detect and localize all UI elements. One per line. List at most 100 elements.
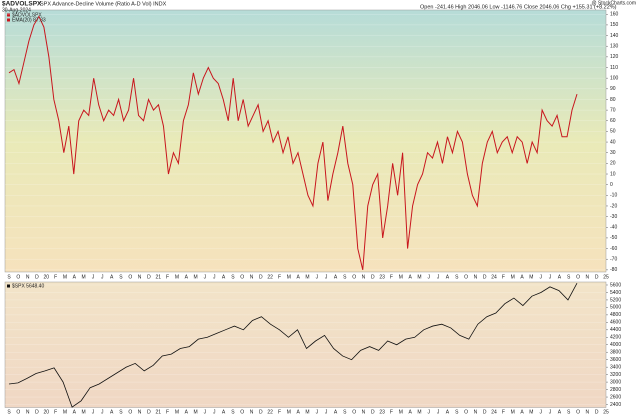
x-tick-label: 23 <box>379 274 385 280</box>
x-tick-label: N <box>586 274 590 280</box>
x-tick-label: D <box>147 274 151 280</box>
y-tick-label: 3000 <box>610 379 621 385</box>
x-tick-label: A <box>73 274 77 280</box>
x-tick-label: 25 <box>603 409 609 415</box>
x-tick-label: A <box>297 409 301 415</box>
x-tick-label: N <box>362 409 366 415</box>
x-tick-label: N <box>26 409 30 415</box>
y-tick-label: 150 <box>610 22 619 28</box>
x-tick-label: N <box>474 274 478 280</box>
x-tick-label: F <box>54 274 57 280</box>
plot-bg <box>4 9 607 273</box>
data-line <box>8 283 578 408</box>
x-tick-label: D <box>259 274 263 280</box>
x-tick-label: O <box>128 409 132 415</box>
x-tick-label: S <box>567 409 571 415</box>
x-tick-label: 23 <box>379 409 385 415</box>
y-tick-label: 0 <box>610 182 613 188</box>
y-tick-label: 120 <box>610 54 619 60</box>
x-tick-label: A <box>558 409 562 415</box>
x-tick-label: J <box>549 274 552 280</box>
x-tick-label: S <box>119 409 123 415</box>
x-tick-label: 24 <box>491 274 497 280</box>
x-tick-label: F <box>390 409 393 415</box>
y-tick-label: 2600 <box>610 394 621 400</box>
x-tick-label: M <box>417 409 421 415</box>
x-tick-label: O <box>240 409 244 415</box>
y-tick-label: 4000 <box>610 342 621 348</box>
x-tick-label: J <box>539 409 542 415</box>
x-tick-label: D <box>595 409 599 415</box>
y-tick-label: -80 <box>610 267 617 273</box>
y-tick-label: 30 <box>610 150 616 156</box>
x-tick-label: M <box>529 274 533 280</box>
x-tick-label: J <box>101 274 104 280</box>
x-tick-label: A <box>185 274 189 280</box>
x-tick-label: D <box>371 409 375 415</box>
y-tick-label: 4200 <box>610 335 621 341</box>
y-tick-label: -30 <box>610 214 617 220</box>
x-tick-label: F <box>502 409 505 415</box>
legend-label: EMA(20) 87.33 <box>12 17 46 23</box>
x-tick-label: D <box>259 409 263 415</box>
x-tick-label: F <box>166 274 169 280</box>
quote: Open -241.46 High 2046.06 Low -1146.76 C… <box>420 4 617 10</box>
y-tick-label: 100 <box>610 75 619 81</box>
legend-label: $ADVOLSPX <box>12 12 42 18</box>
x-tick-label: N <box>250 409 254 415</box>
y-tick-label: -50 <box>610 235 617 241</box>
x-tick-label: O <box>464 274 468 280</box>
x-tick-label: J <box>204 274 207 280</box>
y-tick-label: 2400 <box>610 402 621 408</box>
x-tick-label: 24 <box>491 409 497 415</box>
x-tick-label: A <box>297 274 301 280</box>
y-tick-label: 40 <box>610 139 616 145</box>
x-tick-label: D <box>35 409 39 415</box>
y-tick-label: 5200 <box>610 297 621 303</box>
x-tick-label: S <box>231 409 235 415</box>
x-tick-label: O <box>464 409 468 415</box>
x-tick-label: 25 <box>603 274 609 280</box>
x-tick-label: D <box>371 274 375 280</box>
x-tick-label: J <box>428 274 431 280</box>
y-tick-label: 160 <box>610 12 619 18</box>
x-tick-label: A <box>110 409 114 415</box>
x-tick-label: F <box>502 274 505 280</box>
x-tick-label: J <box>92 409 95 415</box>
x-tick-label: J <box>101 409 104 415</box>
y-tick-label: 5000 <box>610 305 621 311</box>
x-tick-label: A <box>446 274 450 280</box>
x-tick-label: D <box>483 409 487 415</box>
x-tick-label: 22 <box>267 274 273 280</box>
data-line <box>8 15 578 270</box>
x-tick-label: O <box>352 274 356 280</box>
legend-swatch <box>7 18 10 22</box>
y-tick-label: 3600 <box>610 357 621 363</box>
x-tick-label: M <box>399 409 403 415</box>
x-tick-label: O <box>240 274 244 280</box>
x-tick-label: 20 <box>44 409 50 415</box>
y-tick-label: 2800 <box>610 387 621 393</box>
x-tick-label: J <box>204 409 207 415</box>
y-tick-label: 4600 <box>610 320 621 326</box>
x-tick-label: J <box>539 274 542 280</box>
x-tick-label: N <box>138 274 142 280</box>
x-tick-label: J <box>325 409 328 415</box>
x-tick-label: J <box>549 409 552 415</box>
x-tick-label: A <box>334 409 338 415</box>
y-tick-label: 4800 <box>610 312 621 318</box>
x-tick-label: 20 <box>44 274 50 280</box>
y-tick-label: -70 <box>610 257 617 263</box>
symbol: $ADVOLSPX <box>2 1 42 8</box>
x-tick-label: S <box>343 409 347 415</box>
x-tick-label: O <box>16 409 20 415</box>
x-tick-label: A <box>558 274 562 280</box>
x-tick-label: N <box>586 409 590 415</box>
x-tick-label: 21 <box>155 409 161 415</box>
x-tick-label: O <box>128 274 132 280</box>
x-tick-label: M <box>511 409 515 415</box>
y-tick-label: 140 <box>610 33 619 39</box>
x-tick-label: D <box>35 274 39 280</box>
chart-title: SPX Advance-Decline Volume (Ratio A-D Vo… <box>40 1 167 7</box>
x-tick-label: A <box>446 409 450 415</box>
